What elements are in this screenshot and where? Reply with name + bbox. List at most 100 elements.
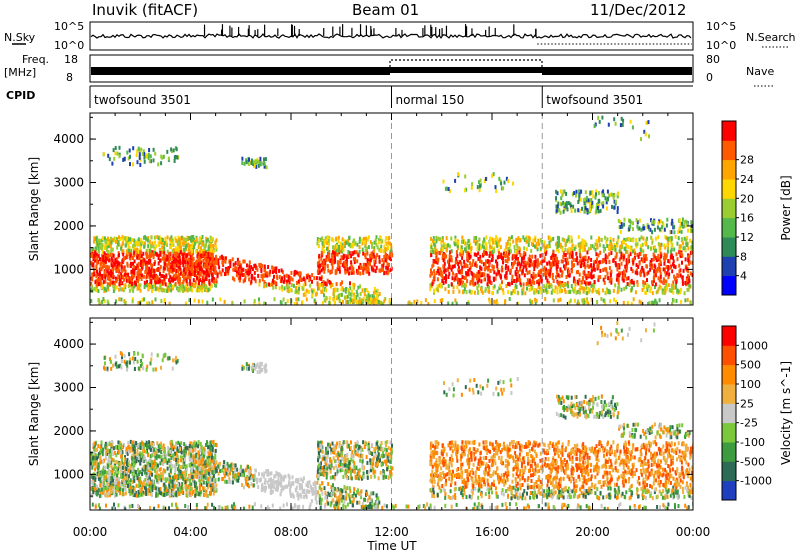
echo-cell xyxy=(166,263,169,268)
echo-cell xyxy=(658,262,661,267)
echo-cell xyxy=(354,257,357,262)
echo-cell xyxy=(171,249,174,254)
echo-cell xyxy=(218,270,221,275)
echo-cell xyxy=(620,251,623,256)
echo-cell xyxy=(345,300,348,304)
echo-cell xyxy=(488,254,491,258)
echo-cell xyxy=(184,483,187,488)
echo-cell xyxy=(511,274,514,279)
echo-cell xyxy=(331,283,334,287)
echo-cell xyxy=(664,245,667,250)
echo-cell xyxy=(515,285,518,289)
echo-cell xyxy=(115,285,118,290)
echo-cell xyxy=(473,252,476,257)
echo-cell xyxy=(139,492,141,497)
echo-cell xyxy=(258,301,261,305)
echo-cell xyxy=(341,280,344,285)
echo-cell xyxy=(433,242,436,247)
scatter-field xyxy=(90,115,693,305)
echo-cell xyxy=(540,290,543,295)
echo-cell xyxy=(635,263,638,268)
echo-cell xyxy=(137,493,140,498)
echo-cell xyxy=(618,249,621,254)
echo-cell xyxy=(475,264,478,268)
echo-cell xyxy=(480,289,483,294)
echo-cell xyxy=(176,242,179,247)
echo-cell xyxy=(112,284,115,289)
echo-cell xyxy=(99,279,102,284)
echo-cell xyxy=(137,467,139,472)
echo-cell xyxy=(584,240,587,245)
echo-cell xyxy=(532,271,535,276)
echo-cell xyxy=(610,280,613,285)
echo-cell xyxy=(321,283,324,288)
echo-cell xyxy=(540,287,543,291)
echo-cell xyxy=(374,260,377,264)
echo-cell xyxy=(178,288,181,293)
echo-cell xyxy=(124,487,127,491)
echo-cell xyxy=(184,260,187,264)
echo-cell xyxy=(242,267,245,272)
echo-cell xyxy=(522,286,525,291)
echo-cell xyxy=(638,299,641,304)
echo-cell xyxy=(168,237,171,242)
echo-cell xyxy=(114,260,117,265)
echo-cell xyxy=(309,283,312,288)
echo-cell xyxy=(673,264,675,269)
echo-cell xyxy=(508,282,511,287)
echo-cell xyxy=(125,477,128,482)
echo-cell xyxy=(131,297,134,302)
echo-cell xyxy=(640,235,643,240)
echo-cell xyxy=(552,279,555,283)
echo-cell xyxy=(146,283,149,288)
echo-cell xyxy=(179,276,181,281)
echo-cell xyxy=(487,267,490,272)
echo-cell xyxy=(175,478,178,483)
echo-cell xyxy=(575,189,578,194)
echo-cell xyxy=(469,265,472,270)
echo-cell xyxy=(565,282,567,287)
echo-cell xyxy=(679,273,682,278)
echo-cell xyxy=(241,156,244,161)
echo-cell xyxy=(444,268,447,273)
echo-cell xyxy=(447,301,450,305)
echo-cell xyxy=(199,253,202,258)
echo-cell xyxy=(318,286,321,291)
echo-cell xyxy=(102,274,105,278)
echo-cell xyxy=(442,244,445,249)
echo-cell xyxy=(120,465,123,470)
echo-cell xyxy=(165,254,168,259)
echo-cell xyxy=(187,264,190,269)
echo-cell xyxy=(202,283,205,288)
echo-cell xyxy=(96,242,99,247)
echo-cell xyxy=(679,244,682,249)
echo-cell xyxy=(127,241,130,246)
nave-trace xyxy=(91,59,692,69)
echo-cell xyxy=(164,469,167,474)
echo-cell xyxy=(597,287,600,292)
echo-cell xyxy=(622,269,625,274)
echo-cell xyxy=(477,270,480,274)
echo-cell xyxy=(250,158,253,163)
echo-cell xyxy=(435,287,438,292)
echo-cell xyxy=(639,247,642,252)
echo-cell xyxy=(146,268,149,273)
echo-cell xyxy=(263,162,266,166)
echo-cell xyxy=(115,478,118,483)
echo-cell xyxy=(664,256,667,260)
echo-cell xyxy=(666,286,668,291)
echo-cell xyxy=(234,261,237,266)
echo-cell xyxy=(661,221,664,226)
echo-cell xyxy=(633,255,636,260)
echo-cell xyxy=(691,260,693,265)
echo-cell xyxy=(209,257,212,262)
echo-cell xyxy=(328,296,331,301)
echo-cell xyxy=(105,244,108,249)
echo-cell xyxy=(202,250,205,255)
echo-cell xyxy=(445,273,447,278)
echo-cell xyxy=(140,254,143,259)
echo-cell xyxy=(653,248,656,253)
echo-cell xyxy=(203,286,206,291)
echo-cell xyxy=(120,266,123,271)
echo-cell xyxy=(153,262,156,266)
